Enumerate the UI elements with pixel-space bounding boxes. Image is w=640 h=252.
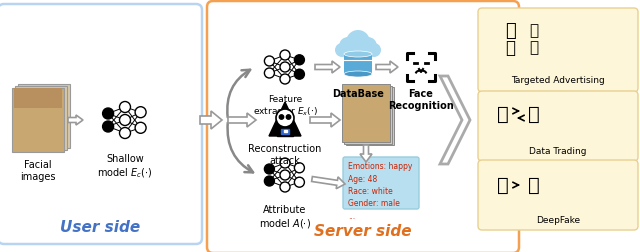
- FancyBboxPatch shape: [12, 88, 64, 152]
- Circle shape: [264, 164, 275, 174]
- Circle shape: [294, 163, 305, 173]
- FancyBboxPatch shape: [18, 84, 70, 148]
- Circle shape: [120, 102, 131, 112]
- Text: DataBase: DataBase: [332, 89, 384, 99]
- Text: Targeted Advertising: Targeted Advertising: [511, 76, 605, 85]
- Circle shape: [346, 30, 370, 54]
- Circle shape: [279, 115, 284, 119]
- Circle shape: [276, 109, 294, 127]
- Text: 🎵: 🎵: [529, 23, 539, 39]
- Circle shape: [264, 56, 275, 66]
- Text: Shallow
model $E_c(\cdot)$: Shallow model $E_c(\cdot)$: [97, 154, 153, 180]
- Circle shape: [120, 128, 131, 139]
- Text: Feature
extractor $E_x(\cdot)$: Feature extractor $E_x(\cdot)$: [253, 95, 317, 118]
- Circle shape: [135, 107, 146, 118]
- Ellipse shape: [344, 71, 372, 77]
- Text: 📽️: 📽️: [497, 175, 509, 195]
- Circle shape: [367, 43, 381, 57]
- FancyBboxPatch shape: [0, 4, 202, 244]
- Polygon shape: [360, 145, 372, 162]
- Polygon shape: [200, 111, 222, 129]
- Circle shape: [359, 37, 377, 55]
- Circle shape: [280, 50, 290, 60]
- FancyBboxPatch shape: [346, 87, 394, 145]
- Circle shape: [294, 55, 305, 65]
- Text: Face
Recognition: Face Recognition: [388, 89, 454, 111]
- Circle shape: [135, 122, 146, 133]
- Polygon shape: [440, 76, 470, 164]
- Polygon shape: [228, 113, 256, 127]
- Polygon shape: [315, 61, 340, 73]
- FancyBboxPatch shape: [281, 129, 289, 134]
- Text: Reconstruction
attack: Reconstruction attack: [248, 144, 322, 166]
- Ellipse shape: [344, 51, 372, 57]
- Text: 🛒: 🛒: [504, 22, 515, 40]
- Circle shape: [264, 176, 275, 186]
- Circle shape: [120, 114, 131, 125]
- Text: Attribute
model $A(\cdot)$: Attribute model $A(\cdot)$: [259, 205, 311, 230]
- FancyBboxPatch shape: [277, 126, 293, 136]
- Text: Server side: Server side: [314, 225, 412, 239]
- Text: 🧃: 🧃: [529, 41, 539, 55]
- Circle shape: [280, 62, 290, 72]
- Circle shape: [280, 182, 290, 192]
- FancyBboxPatch shape: [344, 85, 392, 143]
- FancyBboxPatch shape: [478, 8, 638, 92]
- Polygon shape: [68, 115, 83, 125]
- Circle shape: [294, 177, 305, 187]
- Circle shape: [294, 69, 305, 79]
- Text: 💰: 💰: [528, 105, 540, 123]
- Polygon shape: [376, 61, 398, 73]
- Text: 🎭: 🎭: [528, 175, 540, 195]
- Circle shape: [102, 108, 114, 119]
- FancyBboxPatch shape: [207, 1, 519, 252]
- Circle shape: [280, 170, 290, 180]
- Text: 🎞: 🎞: [505, 39, 515, 57]
- FancyBboxPatch shape: [284, 130, 287, 132]
- Circle shape: [280, 158, 290, 168]
- FancyBboxPatch shape: [15, 86, 67, 150]
- FancyBboxPatch shape: [344, 54, 372, 74]
- Text: Data Trading: Data Trading: [529, 147, 587, 156]
- FancyBboxPatch shape: [342, 44, 374, 54]
- Text: Facial
images: Facial images: [20, 160, 56, 182]
- Polygon shape: [310, 113, 340, 127]
- Text: Emotions: happy
Age: 48
Race: white
Gender: male
...: Emotions: happy Age: 48 Race: white Gend…: [348, 162, 412, 221]
- Polygon shape: [312, 177, 345, 189]
- Circle shape: [264, 68, 275, 78]
- Text: 🗄️: 🗄️: [497, 105, 509, 123]
- FancyBboxPatch shape: [14, 88, 62, 108]
- Text: DeepFake: DeepFake: [536, 216, 580, 225]
- FancyBboxPatch shape: [343, 157, 419, 209]
- Text: User side: User side: [60, 219, 140, 235]
- Circle shape: [286, 115, 291, 119]
- Circle shape: [339, 37, 357, 55]
- Circle shape: [335, 43, 349, 57]
- FancyBboxPatch shape: [342, 84, 390, 142]
- Polygon shape: [269, 102, 301, 136]
- Circle shape: [102, 121, 114, 132]
- FancyBboxPatch shape: [478, 91, 638, 161]
- Circle shape: [280, 74, 290, 84]
- FancyBboxPatch shape: [478, 160, 638, 230]
